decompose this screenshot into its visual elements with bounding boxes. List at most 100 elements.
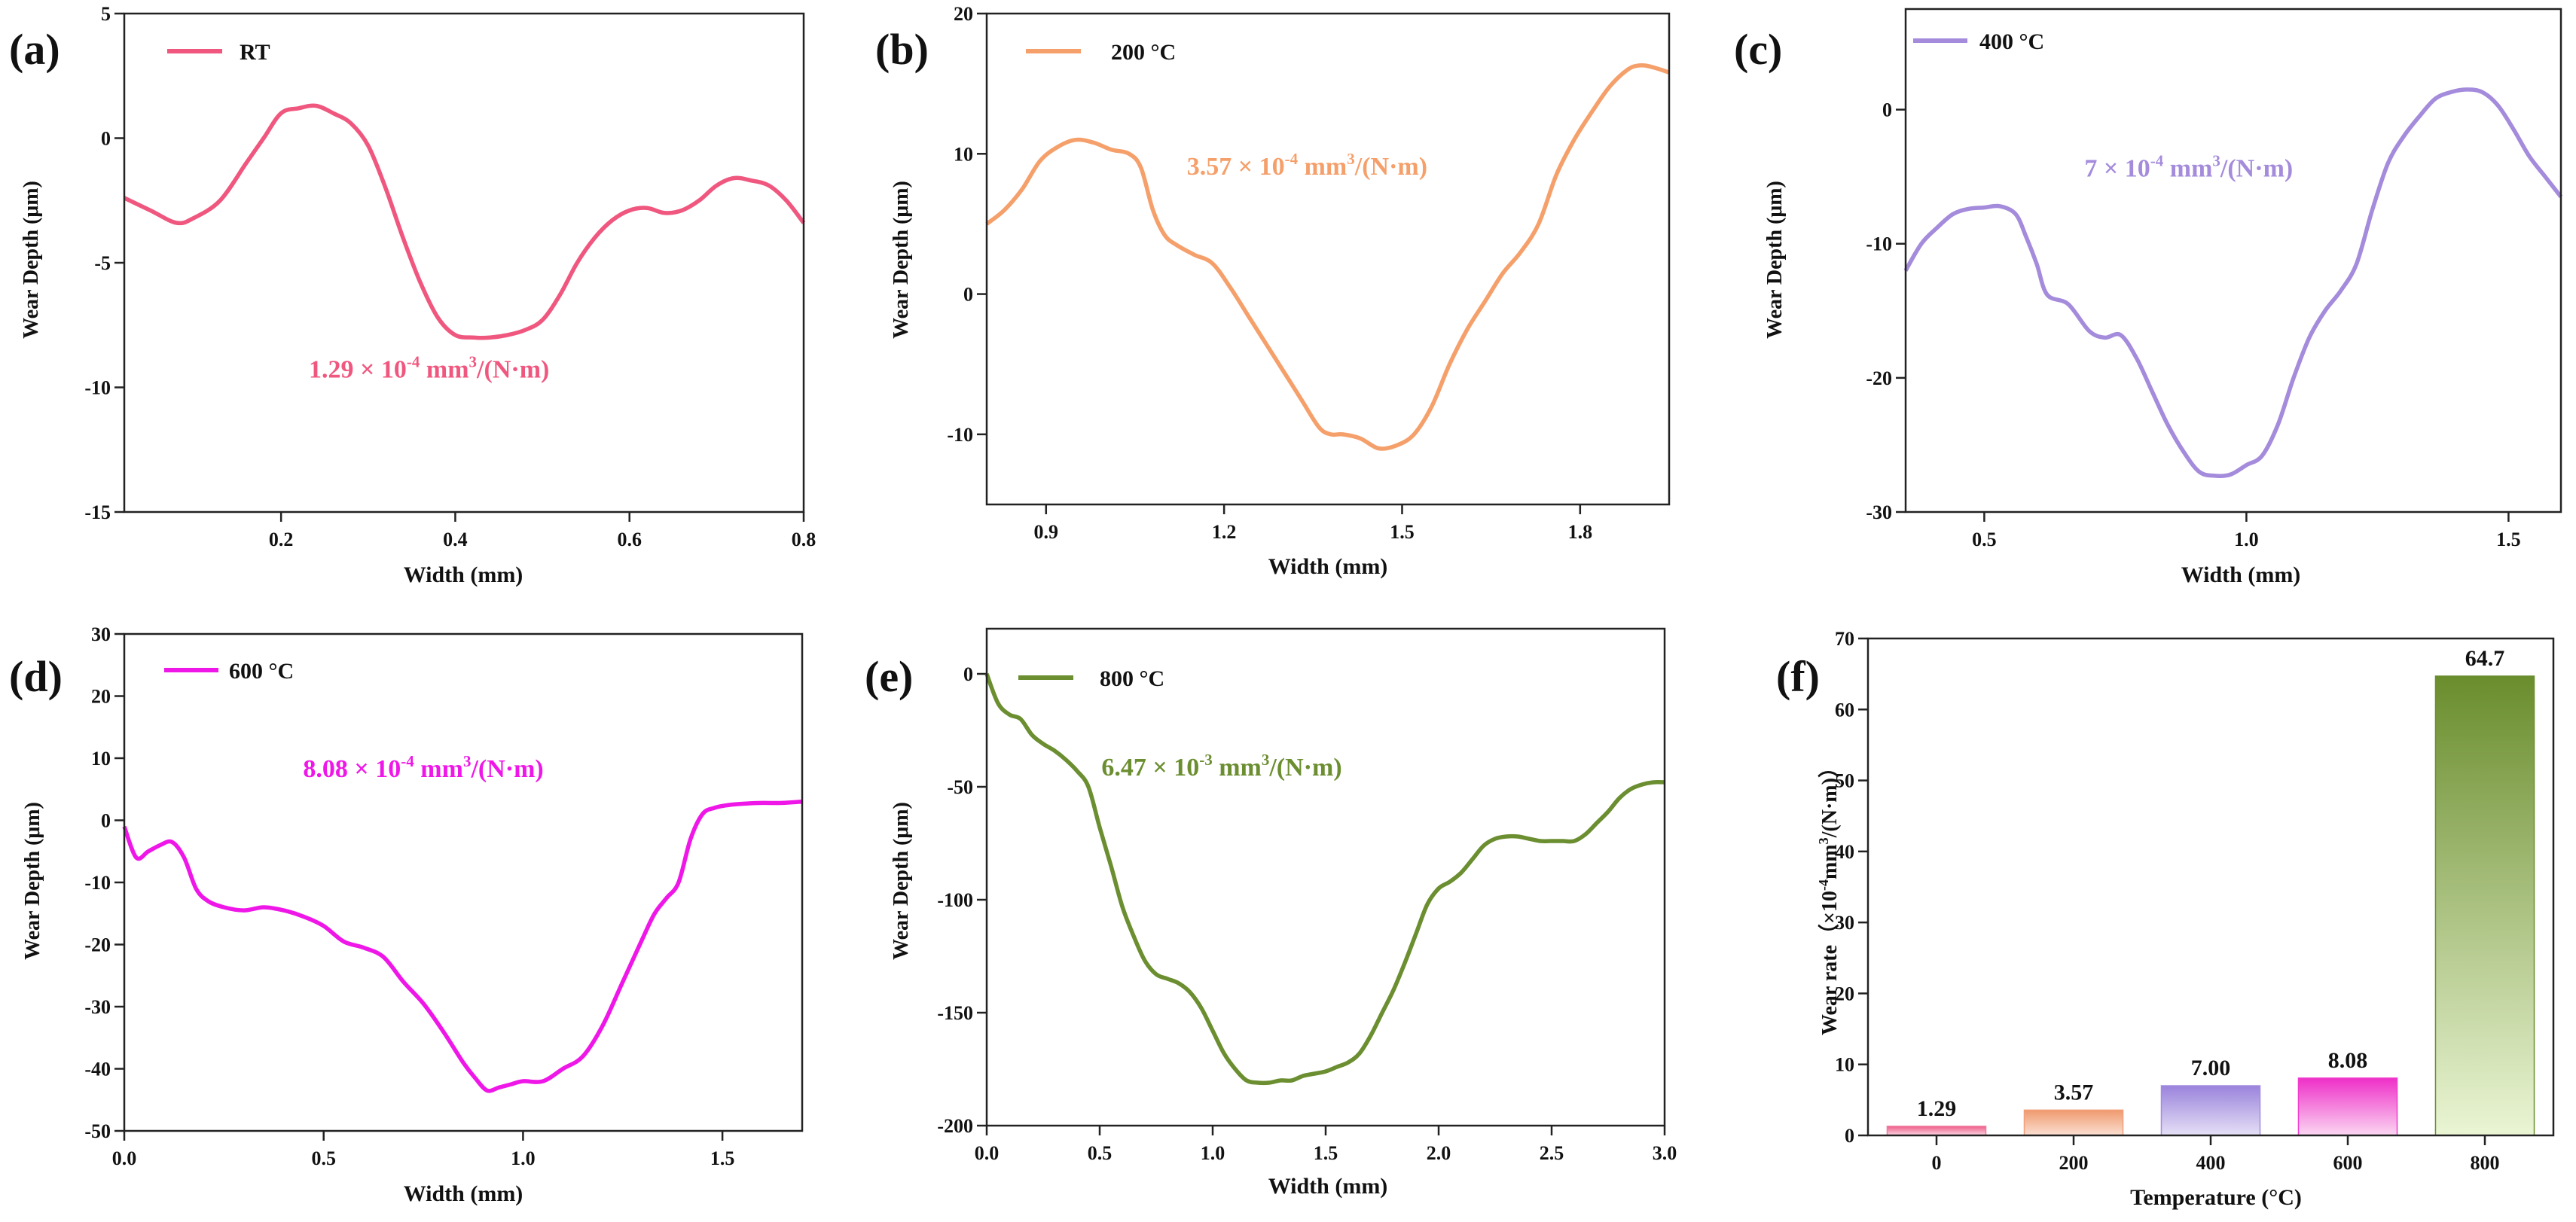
- ylabel-exp2: 3: [1816, 837, 1831, 844]
- annot-exp: -4: [2150, 152, 2164, 170]
- x-tick-label: 600: [2333, 1152, 2363, 1174]
- x-tick-label: 1.0: [1201, 1142, 1225, 1164]
- y-tick-label: 20: [91, 686, 111, 708]
- annot-unit: mm: [1213, 754, 1262, 782]
- x-axis-label: Width (mm): [1268, 1174, 1388, 1199]
- bars: 1.29 3.57 7.00 8.08 64.7: [1886, 646, 2535, 1136]
- data-line: [1903, 87, 2563, 478]
- data-line: [985, 62, 1670, 451]
- x-tick-label: 1.0: [511, 1147, 536, 1169]
- ylabel-pre: Wear rate（×10: [1817, 891, 1842, 1035]
- x-tick-label: 1.0: [2234, 529, 2259, 550]
- x-tick-label: 0.0: [975, 1142, 1000, 1164]
- annot-unit-exp: 3: [463, 752, 472, 770]
- y-axis-title: Wear Depth (μm): [890, 802, 913, 960]
- x-tick-label: 0.9: [1034, 521, 1059, 543]
- annot-tail: /(N·m): [476, 355, 549, 383]
- y-tick-label: -10: [84, 377, 111, 399]
- annot-exp: -4: [1285, 150, 1299, 168]
- plot-frame: [985, 12, 1671, 506]
- x-tick-label: 1.2: [1212, 521, 1237, 543]
- y-ticks: 20 10 0 -10: [947, 3, 987, 446]
- bar: [2023, 1109, 2124, 1136]
- y-axis-title: Wear rate（×10-4mm3/(N·m)）: [1816, 757, 1842, 1035]
- x-tick-label: 0.4: [443, 529, 468, 550]
- x-ticks: 0.5 1.0 1.5: [1972, 512, 2521, 550]
- panel-b: (b) Wear Depth (μm) Width (mm) 0.9 1.2 1.5…: [875, 3, 1671, 579]
- ylabel-exp: -4: [1816, 879, 1831, 891]
- x-tick-label: 3.0: [1653, 1142, 1677, 1164]
- annot-unit: mm: [2163, 155, 2212, 183]
- x-ticks: 0.2 0.4 0.6 0.8: [269, 512, 816, 550]
- annot-mantissa: 1.29 × 10: [309, 355, 407, 383]
- y-tick-label: 30: [1835, 912, 1854, 934]
- legend-label: 200 °C: [1111, 40, 1176, 65]
- annot-unit: mm: [414, 755, 463, 783]
- x-axis-label: Width (mm): [404, 1181, 523, 1206]
- panel-label: (b): [875, 25, 929, 74]
- y-tick-label: -10: [84, 872, 111, 894]
- y-tick-label: -30: [1866, 501, 1892, 523]
- annot-unit-exp: 3: [469, 352, 478, 370]
- y-tick-label: 0: [1882, 99, 1892, 121]
- x-tick-label: 1.5: [710, 1147, 735, 1169]
- y-tick-label: 20: [1835, 983, 1854, 1004]
- legend-label: RT: [240, 40, 270, 65]
- y-tick-label: 70: [1835, 628, 1854, 650]
- annot-tail: /(N·m): [470, 755, 543, 783]
- legend-label: 400 °C: [1979, 29, 2044, 54]
- y-tick-label: -50: [84, 1120, 111, 1142]
- x-tick-label: 400: [2196, 1152, 2226, 1174]
- x-ticks: 0 200 400 600 800: [1932, 1135, 2500, 1174]
- y-tick-label: 0: [101, 810, 111, 832]
- y-tick-label: 5: [101, 3, 111, 25]
- panel-c: (c) Wear Depth (μm) Width (mm) 0.5 1.0 1.5…: [1734, 8, 2563, 587]
- x-tick-label: 0.6: [617, 529, 642, 550]
- y-axis-label: Wear rate（×10-4mm3/(N·m)）: [1816, 757, 1842, 1035]
- annot-unit: mm: [420, 355, 469, 383]
- x-tick-label: 2.5: [1540, 1142, 1564, 1164]
- x-tick-label: 1.8: [1568, 521, 1593, 543]
- plot-frame: [1866, 637, 2555, 1137]
- plot-frame: [123, 632, 804, 1132]
- data-line: [984, 673, 1665, 1086]
- bar-value-label: 64.7: [2465, 646, 2505, 671]
- legend-label: 600 °C: [229, 659, 294, 684]
- bar-value-label: 8.08: [2328, 1048, 2368, 1073]
- x-tick-label: 200: [2059, 1152, 2089, 1174]
- panel-label: (d): [9, 652, 63, 701]
- panel-d: (d) Wear Depth (μm) Width (mm) 0.0 0.5 1.0…: [9, 623, 804, 1206]
- annot-tail: /(N·m): [2220, 155, 2293, 183]
- x-tick-label: 800: [2471, 1152, 2500, 1174]
- y-tick-label: -10: [1866, 233, 1892, 255]
- annot-tail: /(N·m): [1268, 754, 1341, 782]
- x-tick-label: 1.5: [1314, 1142, 1338, 1164]
- bar-value-label: 1.29: [1917, 1096, 1957, 1121]
- x-tick-label: 0.2: [269, 529, 294, 550]
- y-tick-label: -15: [84, 501, 111, 523]
- x-tick-label: 1.5: [1390, 521, 1415, 543]
- annot-unit: mm: [1298, 153, 1347, 181]
- panel-a: (a) Wear Depth (μm) Width (mm) 0.2 0.4 0.6…: [9, 3, 816, 587]
- y-ticks: 30 20 10 0 -10 -20 -30 -40 -50: [84, 623, 124, 1142]
- wear-rate-annotation: 6.47 × 10-3 mm3/(N·m): [1101, 751, 1341, 782]
- y-tick-label: 40: [1835, 841, 1854, 863]
- y-tick-label: 0: [963, 663, 973, 685]
- y-tick-label: 50: [1835, 770, 1854, 792]
- y-tick-label: 10: [1835, 1054, 1854, 1076]
- x-tick-label: 0.0: [112, 1147, 137, 1169]
- y-tick-label: -20: [1866, 367, 1892, 389]
- wear-rate-annotation: 1.29 × 10-4 mm3/(N·m): [309, 352, 549, 383]
- y-ticks: 0 10 20 30 40 50 60 70: [1835, 628, 1868, 1147]
- legend-label: 800 °C: [1100, 666, 1164, 691]
- annot-exp: -4: [401, 752, 414, 770]
- panel-e: (e) Wear Depth (μm) Width (mm) 0.0 0.5 1.0…: [865, 627, 1677, 1199]
- y-tick-label: -5: [94, 252, 111, 274]
- y-tick-label: -100: [937, 889, 973, 911]
- y-axis-title: Wear Depth (μm): [1763, 181, 1787, 339]
- y-axis-label: Wear Depth (μm): [890, 802, 913, 960]
- panel-label: (c): [1734, 25, 1782, 74]
- x-tick-label: 0.5: [1972, 529, 1997, 550]
- y-tick-label: -10: [947, 424, 973, 446]
- y-tick-label: 60: [1835, 699, 1854, 721]
